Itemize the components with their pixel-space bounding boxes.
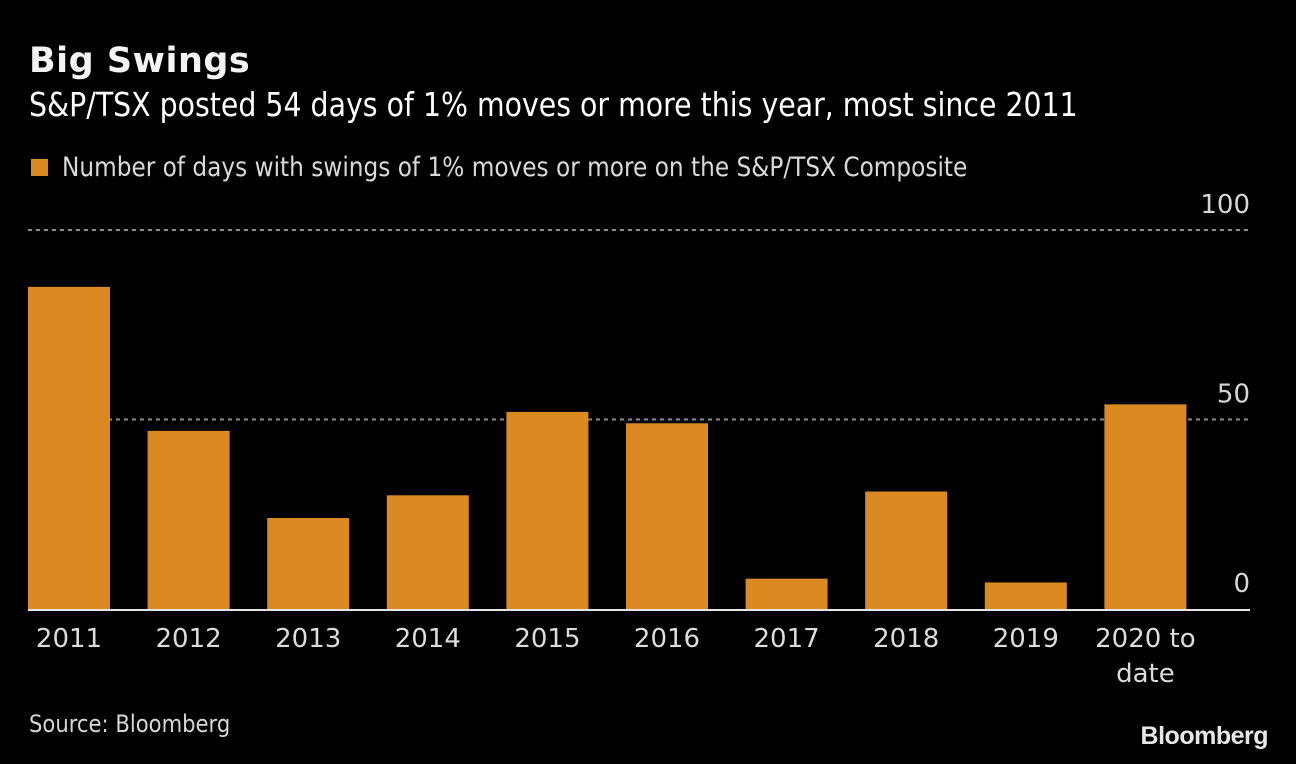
bar-2014 bbox=[386, 495, 469, 609]
source-note: Source: Bloomberg bbox=[29, 710, 231, 738]
y-tick-label: 0 bbox=[1233, 569, 1250, 599]
y-tick-label: 100 bbox=[1200, 190, 1250, 220]
bar-2012 bbox=[147, 430, 230, 609]
bar-2011 bbox=[28, 286, 110, 609]
y-tick-label: 50 bbox=[1217, 380, 1250, 410]
x-tick-label: 2017 bbox=[754, 624, 820, 654]
bar-2020-to-date bbox=[1104, 404, 1187, 609]
y-axis-ticks: 0 50 100 bbox=[1200, 190, 1250, 599]
bloomberg-logo: Bloomberg bbox=[1140, 722, 1269, 750]
chart-subtitle: S&P/TSX posted 54 days of 1% moves or mo… bbox=[29, 85, 1078, 124]
x-tick-label: 2014 bbox=[395, 624, 461, 654]
bar-2015 bbox=[506, 411, 589, 609]
bar-2013 bbox=[267, 518, 350, 609]
legend-swatch bbox=[31, 159, 48, 176]
x-tick-label: 2019 bbox=[993, 624, 1059, 654]
legend-label: Number of days with swings of 1% moves o… bbox=[62, 152, 968, 183]
x-tick-label: 2013 bbox=[275, 624, 341, 654]
bar-2016 bbox=[626, 423, 708, 609]
x-tick-label: 2018 bbox=[873, 624, 939, 654]
bar-2019 bbox=[984, 582, 1067, 609]
x-tick-label: 2020 to date bbox=[1095, 624, 1196, 689]
x-tick-label: 2011 bbox=[36, 624, 102, 654]
gridlines bbox=[28, 229, 1250, 421]
bar-2018 bbox=[865, 491, 948, 609]
x-tick-label: 2012 bbox=[156, 624, 222, 654]
x-tick-label: 2015 bbox=[514, 624, 580, 654]
x-tick-label: 2016 bbox=[634, 624, 700, 654]
x-axis-ticks: 2011 2012 2013 2014 2015 2016 2017 2018 2019 2020… bbox=[36, 624, 1196, 689]
legend: Number of days with swings of 1% moves o… bbox=[31, 152, 1115, 183]
chart-title: Big Swings bbox=[29, 41, 251, 81]
bar-2017 bbox=[745, 578, 828, 609]
bars bbox=[28, 286, 1250, 611]
